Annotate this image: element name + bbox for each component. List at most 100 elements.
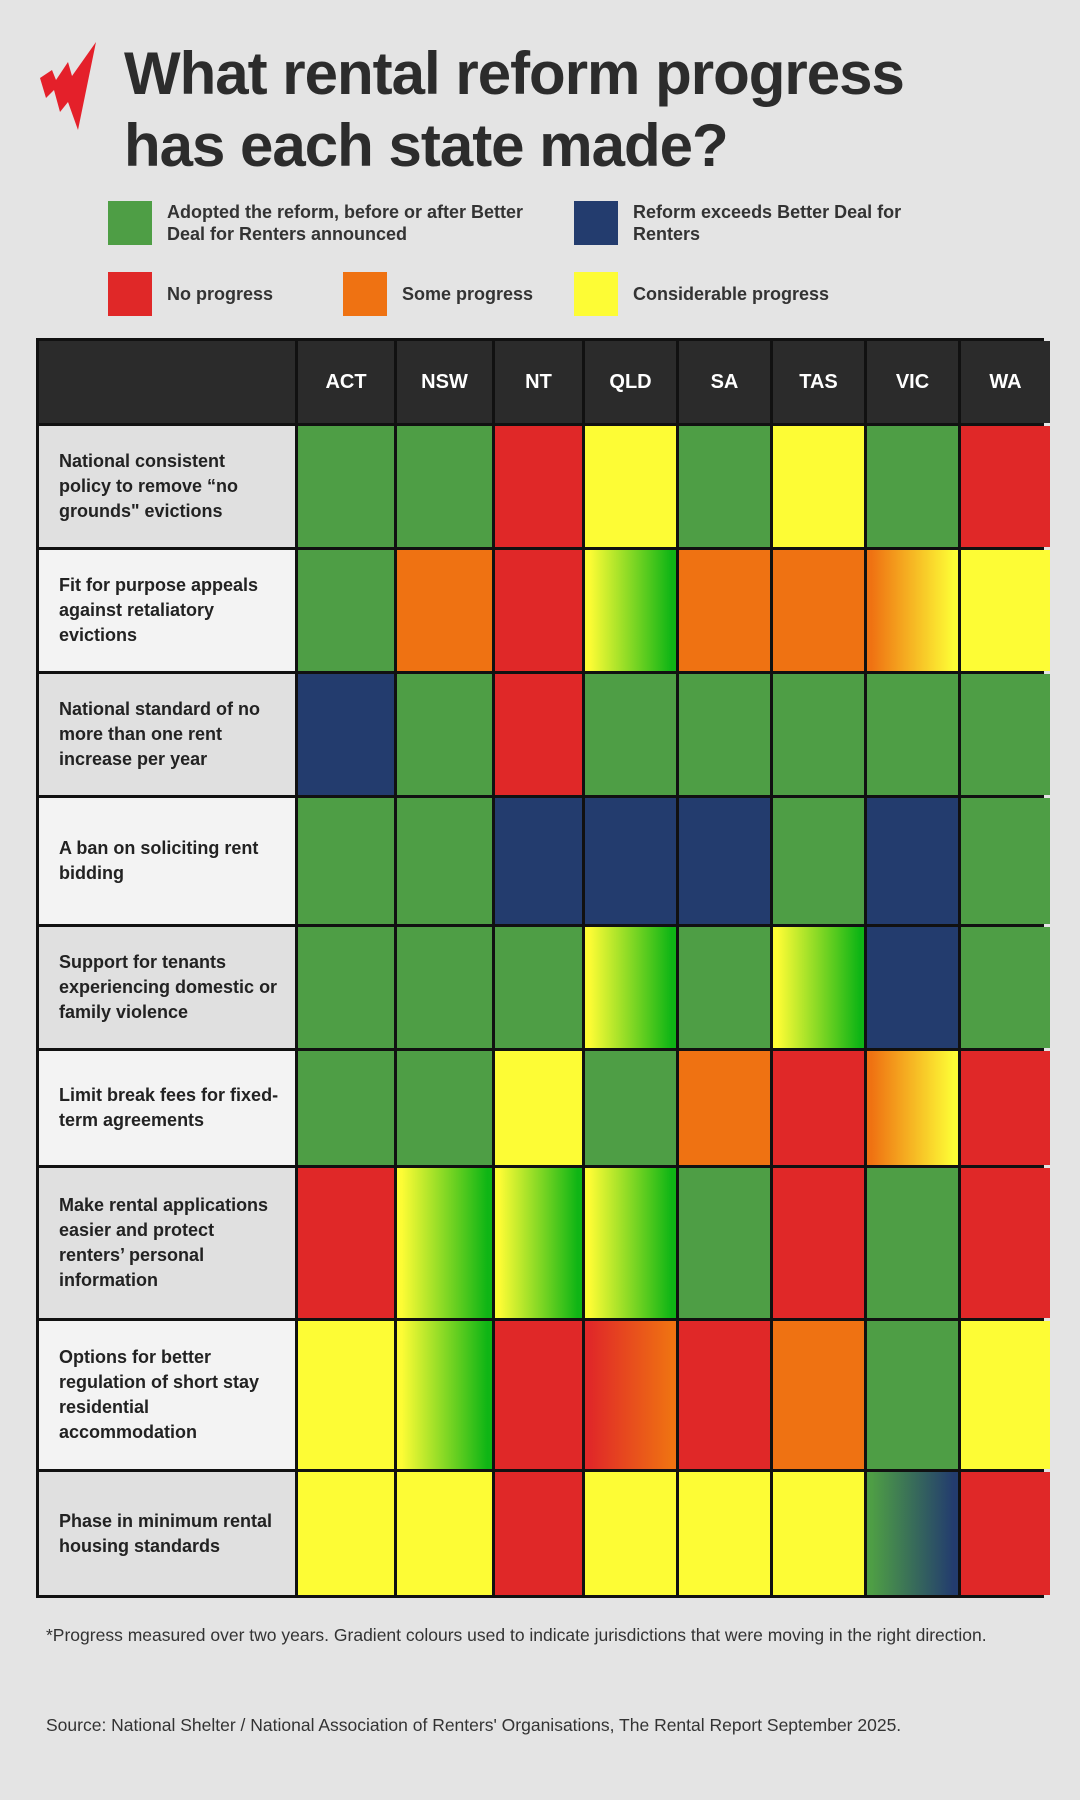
- cell-vic-row-1: [867, 426, 958, 547]
- cell-nt-row-2: [495, 550, 582, 671]
- cell-qld-row-6: [585, 1051, 676, 1165]
- cell-tas-row-1: [773, 426, 864, 547]
- legend-swatch-none: [108, 272, 152, 316]
- row-label: Fit for purpose appeals against retaliat…: [39, 550, 295, 671]
- cell-sa-row-5: [679, 927, 770, 1048]
- row-label: Limit break fees for fixed-term agreemen…: [39, 1051, 295, 1165]
- page-title: What rental reform progress has each sta…: [124, 38, 905, 182]
- row-label: A ban on soliciting rent bidding: [39, 798, 295, 924]
- cell-qld-row-4: [585, 798, 676, 924]
- row-label: Phase in minimum rental housing standard…: [39, 1472, 295, 1595]
- legend-label: Considerable progress: [633, 284, 830, 304]
- column-header-wa: WA: [961, 341, 1050, 423]
- cell-nsw-row-3: [397, 674, 492, 795]
- cell-wa-row-5: [961, 927, 1050, 1048]
- cell-wa-row-7: [961, 1168, 1050, 1318]
- legend-considerable: Considerable progress: [574, 272, 829, 316]
- footnote: *Progress measured over two years. Gradi…: [46, 1625, 987, 1645]
- cell-nt-row-1: [495, 426, 582, 547]
- legend-label: Adopted the reform, before or after Bett…: [167, 202, 524, 244]
- cell-vic-row-2: [867, 550, 958, 671]
- cell-tas-row-3: [773, 674, 864, 795]
- cell-nt-row-8: [495, 1321, 582, 1469]
- header-corner: [39, 341, 295, 423]
- column-header-act: ACT: [298, 341, 394, 423]
- cell-nsw-row-8: [397, 1321, 492, 1469]
- cell-act-row-4: [298, 798, 394, 924]
- column-header-sa: SA: [679, 341, 770, 423]
- column-header-vic: VIC: [867, 341, 958, 423]
- cell-nt-row-5: [495, 927, 582, 1048]
- cell-nsw-row-6: [397, 1051, 492, 1165]
- cell-tas-row-4: [773, 798, 864, 924]
- column-header-nt: NT: [495, 341, 582, 423]
- legend-label: Reform exceeds Better Deal for Renters: [633, 202, 902, 244]
- legend-swatch-exceeds: [574, 201, 618, 245]
- cell-nsw-row-5: [397, 927, 492, 1048]
- cell-tas-row-6: [773, 1051, 864, 1165]
- source-note: Source: National Shelter / National Asso…: [46, 1715, 902, 1735]
- cell-tas-row-2: [773, 550, 864, 671]
- cell-qld-row-5: [585, 927, 676, 1048]
- cell-nt-row-4: [495, 798, 582, 924]
- cell-qld-row-7: [585, 1168, 676, 1318]
- column-header-qld: QLD: [585, 341, 676, 423]
- cell-tas-row-9: [773, 1472, 864, 1595]
- cell-act-row-2: [298, 550, 394, 671]
- legend-swatch-considerable: [574, 272, 618, 316]
- cell-tas-row-8: [773, 1321, 864, 1469]
- cell-act-row-9: [298, 1472, 394, 1595]
- cell-nt-row-3: [495, 674, 582, 795]
- cell-wa-row-4: [961, 798, 1050, 924]
- cell-vic-row-9: [867, 1472, 958, 1595]
- cell-wa-row-8: [961, 1321, 1050, 1469]
- cell-vic-row-6: [867, 1051, 958, 1165]
- legend-some: Some progress: [343, 272, 533, 316]
- cell-qld-row-9: [585, 1472, 676, 1595]
- cell-wa-row-6: [961, 1051, 1050, 1165]
- cell-nsw-row-9: [397, 1472, 492, 1595]
- cell-nsw-row-1: [397, 426, 492, 547]
- cell-qld-row-8: [585, 1321, 676, 1469]
- legend-swatch-adopted: [108, 201, 152, 245]
- cell-vic-row-5: [867, 927, 958, 1048]
- row-label: National consistent policy to remove “no…: [39, 426, 295, 547]
- column-header-nsw: NSW: [397, 341, 492, 423]
- cell-sa-row-8: [679, 1321, 770, 1469]
- cell-act-row-7: [298, 1168, 394, 1318]
- cell-vic-row-7: [867, 1168, 958, 1318]
- legend-none: No progress: [108, 272, 273, 316]
- cell-nt-row-6: [495, 1051, 582, 1165]
- cell-vic-row-3: [867, 674, 958, 795]
- cell-nsw-row-7: [397, 1168, 492, 1318]
- row-label: National standard of no more than one re…: [39, 674, 295, 795]
- cell-sa-row-1: [679, 426, 770, 547]
- sbs-logo-icon: [40, 42, 96, 130]
- legend-label: Some progress: [402, 284, 534, 304]
- cell-wa-row-2: [961, 550, 1050, 671]
- column-header-tas: TAS: [773, 341, 864, 423]
- cell-sa-row-4: [679, 798, 770, 924]
- cell-wa-row-9: [961, 1472, 1050, 1595]
- cell-vic-row-4: [867, 798, 958, 924]
- cell-tas-row-7: [773, 1168, 864, 1318]
- cell-wa-row-1: [961, 426, 1050, 547]
- legend-exceeds: Reform exceeds Better Deal for Renters: [574, 201, 934, 245]
- cell-qld-row-1: [585, 426, 676, 547]
- legend-label: No progress: [167, 284, 274, 304]
- cell-qld-row-2: [585, 550, 676, 671]
- cell-nt-row-9: [495, 1472, 582, 1595]
- cell-act-row-8: [298, 1321, 394, 1469]
- legend-adopted: Adopted the reform, before or after Bett…: [108, 201, 548, 245]
- row-label: Support for tenants experiencing domesti…: [39, 927, 295, 1048]
- cell-act-row-1: [298, 426, 394, 547]
- cell-act-row-6: [298, 1051, 394, 1165]
- cell-nsw-row-4: [397, 798, 492, 924]
- cell-nsw-row-2: [397, 550, 492, 671]
- row-label: Make rental applications easier and prot…: [39, 1168, 295, 1318]
- title-line-2: has each state made?: [124, 112, 729, 179]
- cell-sa-row-9: [679, 1472, 770, 1595]
- cell-wa-row-3: [961, 674, 1050, 795]
- cell-nt-row-7: [495, 1168, 582, 1318]
- title-line-1: What rental reform progress: [124, 40, 905, 107]
